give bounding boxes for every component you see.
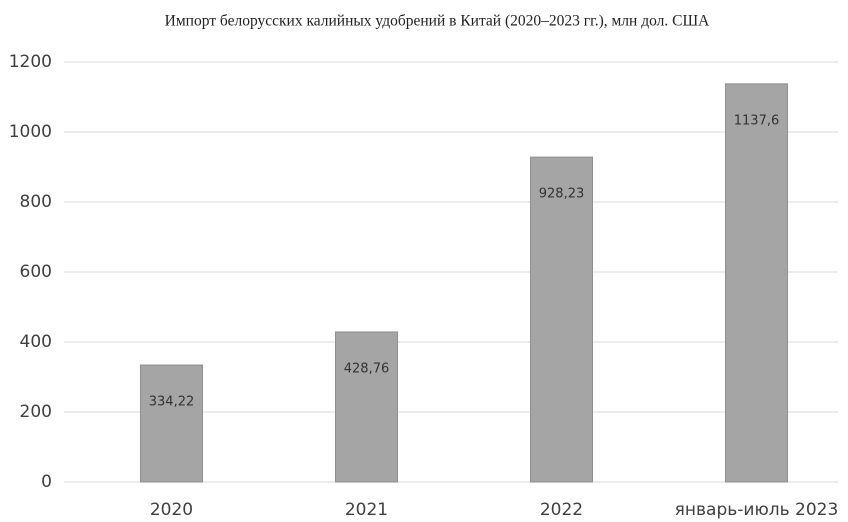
bar bbox=[140, 364, 203, 483]
y-tick-label: 400 bbox=[20, 332, 52, 352]
value-label: 428,76 bbox=[344, 361, 390, 376]
value-label: 1137,6 bbox=[734, 113, 780, 128]
y-tick-label: 0 bbox=[41, 472, 52, 492]
y-tick-label: 600 bbox=[20, 262, 52, 282]
y-tick-label: 800 bbox=[20, 192, 52, 212]
y-tick-label: 200 bbox=[20, 402, 52, 422]
bar bbox=[725, 83, 788, 483]
y-tick-label: 1200 bbox=[9, 52, 52, 72]
y-tick-label: 1000 bbox=[9, 122, 52, 142]
bar bbox=[335, 331, 398, 483]
x-tick-label: 2022 bbox=[540, 500, 583, 520]
bar bbox=[530, 156, 593, 483]
chart-title: Импорт белорусских калийных удобрений в … bbox=[165, 13, 710, 30]
value-label: 928,23 bbox=[539, 187, 585, 202]
x-tick-label: январь-июль 2023 bbox=[675, 500, 839, 520]
x-tick-label: 2020 bbox=[150, 500, 193, 520]
value-label: 334,22 bbox=[149, 395, 195, 410]
x-tick-label: 2021 bbox=[345, 500, 388, 520]
